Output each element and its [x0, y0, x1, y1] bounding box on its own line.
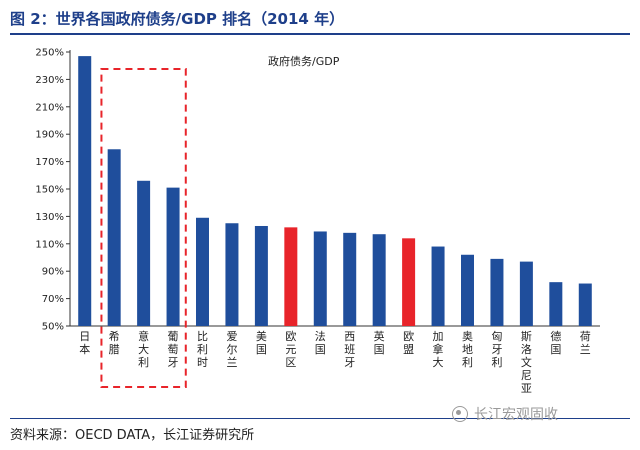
bar-13 [461, 254, 474, 326]
bar-5 [225, 223, 239, 326]
bar-3 [166, 187, 180, 326]
y-tick-label: 110% [35, 239, 64, 250]
y-tick-label: 150% [35, 185, 64, 196]
highlight-dashed-box [100, 68, 187, 388]
watermark: 长江宏观固收 [452, 404, 558, 424]
legend-label: 政府债务/GDP [268, 54, 340, 68]
bar-8 [313, 231, 327, 326]
x-label-2: 意大利 [138, 329, 149, 369]
x-label-12: 加拿大 [433, 330, 444, 369]
bar-12 [431, 246, 445, 326]
title-divider [10, 33, 630, 35]
x-label-8: 法国 [315, 329, 326, 356]
x-label-15: 斯洛文尼亚 [521, 330, 532, 395]
y-tick-label: 70% [42, 294, 64, 305]
y-tick-label: 90% [42, 267, 64, 278]
figure-title-row: 图 2：世界各国政府债务/GDP 排名（2014 年） [10, 6, 630, 32]
x-label-10: 英国 [374, 329, 385, 356]
x-label-14: 匈牙利 [491, 329, 502, 369]
bar-9 [343, 232, 357, 326]
x-label-6: 美国 [256, 330, 267, 356]
bar-16 [549, 282, 563, 326]
bar-chart: 政府债务/GDP 50% 70% 90% 110% 130% 150% 170% 190% 21… [35, 48, 600, 395]
source-note: 资料来源：OECD DATA，长江证券研究所 [10, 428, 255, 443]
bar-10 [372, 234, 386, 326]
figure-title: 图 2：世界各国政府债务/GDP 排名（2014 年） [10, 10, 345, 28]
bar-4 [196, 217, 209, 326]
y-tick-label: 50% [42, 322, 64, 333]
bar-14 [490, 258, 504, 326]
x-label-1: 希腊 [109, 329, 120, 356]
bar-2 [137, 180, 151, 326]
bar-17 [578, 283, 592, 326]
x-label-9: 西班牙 [344, 330, 355, 369]
y-tick-label: 230% [35, 75, 64, 86]
watermark-text: 长江宏观固收 [474, 407, 558, 423]
bar-7 [284, 227, 298, 326]
y-tick-label: 170% [35, 157, 64, 168]
y-tick-label: 210% [35, 102, 64, 113]
x-label-11: 欧盟 [403, 330, 414, 356]
x-label-7: 欧元区 [285, 330, 296, 369]
bar-15 [519, 261, 533, 326]
bar-1 [107, 149, 121, 326]
bar-6 [254, 225, 268, 326]
x-label-5: 爱尔兰 [226, 330, 237, 369]
bar-11 [402, 238, 416, 326]
y-axis: 50% 70% 90% 110% 130% 150% 170% 190% 210% 230% 250… [35, 48, 600, 333]
x-label-0: 日本 [79, 330, 90, 356]
source-divider [10, 418, 630, 419]
x-label-4: 比利时 [197, 330, 208, 369]
x-label-16: 德国 [550, 329, 561, 356]
x-label-17: 荷兰 [580, 330, 591, 356]
x-label-3: 葡萄牙 [168, 330, 179, 369]
bar-0 [78, 56, 92, 327]
bars-group [78, 56, 592, 327]
y-tick-label: 250% [35, 48, 64, 59]
y-tick-label: 190% [35, 130, 64, 141]
y-tick-label: 130% [35, 212, 64, 223]
x-label-13: 奥地利 [462, 329, 473, 369]
wechat-logo-icon [452, 406, 468, 422]
